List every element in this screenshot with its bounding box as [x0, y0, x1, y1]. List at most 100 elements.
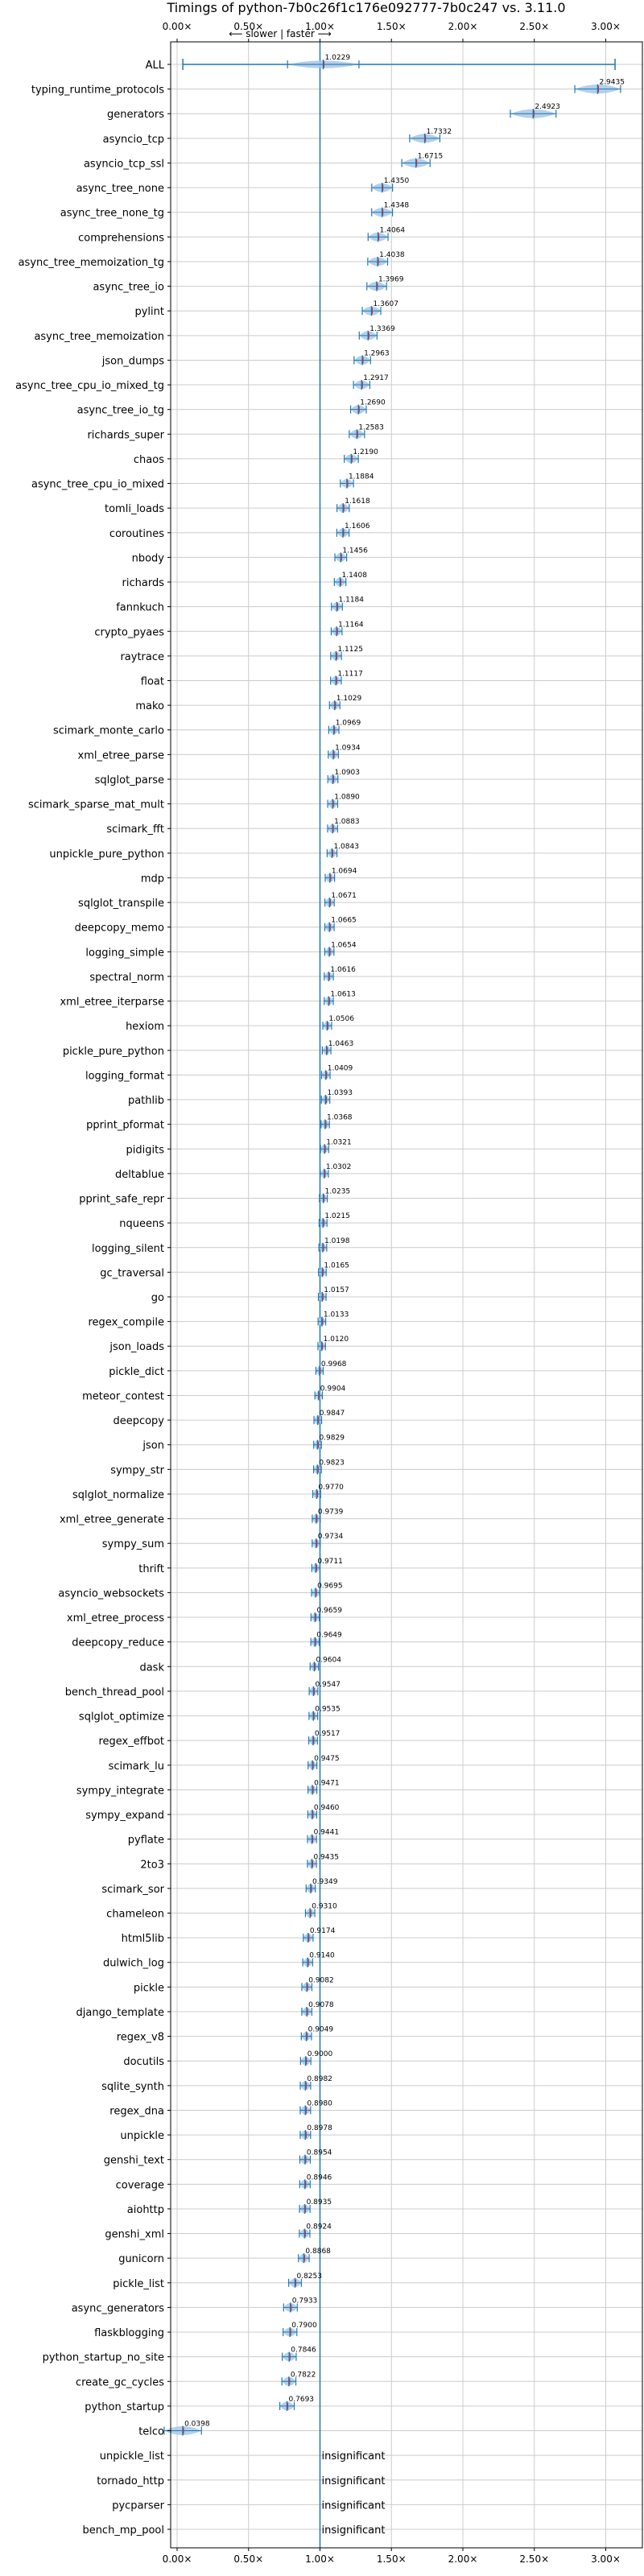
mean-value-label: 2.4923	[535, 103, 560, 111]
mean-value-label: 0.8978	[307, 2124, 332, 2132]
mean-value-label: 0.7693	[289, 2396, 315, 2404]
benchmark-label: html5lib	[122, 1933, 164, 1945]
mean-value-label: 1.0654	[331, 941, 357, 949]
mean-value-label: 0.9000	[308, 2050, 333, 2058]
mean-value-label: 1.4350	[384, 177, 410, 185]
benchmark-label: scimark_monte_carlo	[53, 725, 164, 737]
mean-value-label: 0.9435	[313, 1853, 339, 1861]
x-tick-label-bottom: 0.50×	[233, 2553, 263, 2565]
benchmark-label: raytrace	[120, 651, 164, 663]
benchmark-label: xml_etree_process	[67, 1612, 164, 1624]
mean-value-label: 1.1164	[338, 621, 364, 629]
mean-value-label: 0.9695	[317, 1582, 343, 1590]
mean-value-label: 1.1606	[345, 522, 370, 530]
benchmark-label: sympy_integrate	[76, 1785, 164, 1797]
benchmark-label: bench_thread_pool	[65, 1686, 164, 1699]
benchmark-label: regex_dna	[109, 2105, 164, 2117]
benchmark-label: tornado_http	[97, 2475, 164, 2487]
mean-value-label: 0.9082	[308, 1976, 334, 1984]
benchmark-label: async_tree_memoization	[34, 331, 164, 343]
benchmark-label: gc_traversal	[100, 1267, 164, 1279]
mean-value-label: 2.9435	[599, 79, 625, 87]
mean-value-label: 0.9535	[315, 1706, 341, 1714]
x-tick-label-top: 1.00×	[305, 21, 335, 32]
grid-layer	[171, 42, 642, 2548]
mean-value-label: 1.3607	[374, 300, 399, 308]
benchmark-label: pidigits	[126, 1144, 165, 1156]
mean-value-label: 1.1408	[341, 572, 367, 580]
mean-value-label: 1.0229	[325, 54, 351, 62]
benchmark-label: coverage	[116, 2179, 164, 2191]
benchmark-label: 2to3	[140, 1859, 164, 1871]
benchmark-label: pathlib	[128, 1095, 164, 1107]
benchmark-label: unpickle_pure_python	[49, 848, 164, 861]
mean-value-label: 1.2917	[363, 374, 389, 382]
benchmark-label: sqlite_synth	[101, 2081, 164, 2093]
benchmark-label: xml_etree_parse	[78, 749, 164, 762]
label-layer: ALL typing_runtime_protocols generators asy…	[15, 54, 625, 2537]
benchmark-label: async_tree_none	[76, 183, 164, 195]
mean-value-label: 0.8924	[306, 2223, 332, 2231]
mean-value-label: 1.0368	[327, 1114, 353, 1122]
mean-value-label: 1.2190	[353, 448, 378, 456]
mean-value-label: 0.8253	[296, 2273, 322, 2281]
x-tick-label-top: 0.00×	[163, 21, 192, 32]
mean-value-label: 1.1456	[342, 547, 368, 555]
mean-value-label: 0.9604	[316, 1656, 341, 1664]
benchmark-label: sympy_sum	[102, 1538, 164, 1550]
benchmark-label: json_loads	[109, 1341, 164, 1353]
benchmark-label: async_tree_none_tg	[60, 208, 164, 220]
mean-value-label: 1.0133	[324, 1311, 349, 1319]
mean-value-label: 0.9310	[312, 1903, 337, 1911]
benchmark-label: regex_compile	[88, 1317, 164, 1329]
mean-value-label: 1.0157	[324, 1286, 349, 1294]
benchmark-label: async_tree_cpu_io_mixed	[31, 479, 164, 491]
benchmark-label: scimark_sor	[101, 1884, 164, 1896]
benchmark-label: python_startup_no_site	[43, 2352, 164, 2364]
mean-value-label: 0.9734	[318, 1533, 344, 1541]
mean-value-label: 0.9739	[318, 1509, 344, 1517]
x-tick-label-top: 3.00×	[591, 21, 621, 32]
mean-value-label: 1.0934	[335, 744, 361, 752]
benchmark-label: json_dumps	[101, 355, 164, 367]
benchmark-label: asyncio_websockets	[58, 1587, 164, 1600]
benchmark-label: scimark_lu	[109, 1761, 164, 1773]
x-tick-label-top: 2.00×	[448, 21, 478, 32]
mean-value-label: 0.9711	[317, 1558, 343, 1566]
mean-value-label: 1.1125	[337, 646, 363, 654]
mean-value-label: 0.9847	[320, 1410, 345, 1418]
insignificant-label: insignificant	[322, 2524, 386, 2537]
benchmark-label: async_tree_io	[93, 282, 164, 294]
benchmark-label: generators	[107, 109, 164, 121]
mean-value-label: 0.7900	[291, 2322, 317, 2330]
chart-title: Timings of python-7b0c26f1c176e092777-7b…	[166, 0, 565, 15]
benchmark-label: hexiom	[126, 1021, 164, 1033]
benchmark-label: mdp	[141, 873, 164, 885]
benchmark-label: pycparser	[112, 2500, 164, 2512]
benchmark-label: sqlglot_parse	[95, 774, 164, 786]
benchmark-label: richards	[122, 577, 165, 589]
benchmark-label: mako	[135, 700, 164, 712]
insignificant-label: insignificant	[322, 2450, 386, 2462]
mean-value-label: 0.8954	[307, 2149, 332, 2157]
benchmark-label: sympy_expand	[85, 1810, 164, 1822]
mean-value-label: 1.0694	[332, 867, 357, 875]
mean-value-label: 0.8980	[307, 2099, 332, 2107]
benchmark-label: python_startup	[85, 2401, 164, 2413]
mean-value-label: 1.0215	[324, 1212, 350, 1220]
mean-value-label: 1.2963	[364, 349, 390, 357]
benchmark-label: async_tree_io_tg	[77, 405, 164, 417]
benchmark-label: deltablue	[115, 1169, 164, 1181]
benchmark-label: async_tree_memoization_tg	[19, 257, 164, 269]
benchmark-label: asyncio_tcp	[103, 134, 164, 146]
benchmark-label: richards_super	[87, 429, 164, 441]
benchmark-label: sqlglot_optimize	[79, 1711, 164, 1724]
benchmark-label: float	[141, 676, 164, 688]
benchmark-label: logging_simple	[85, 947, 164, 959]
mean-value-label: 0.9049	[308, 2026, 334, 2034]
benchmark-label: xml_etree_iterparse	[60, 997, 164, 1009]
mean-value-label: 0.9460	[314, 1804, 340, 1812]
benchmark-label: bench_mp_pool	[82, 2524, 164, 2537]
insignificant-label: insignificant	[322, 2500, 386, 2512]
